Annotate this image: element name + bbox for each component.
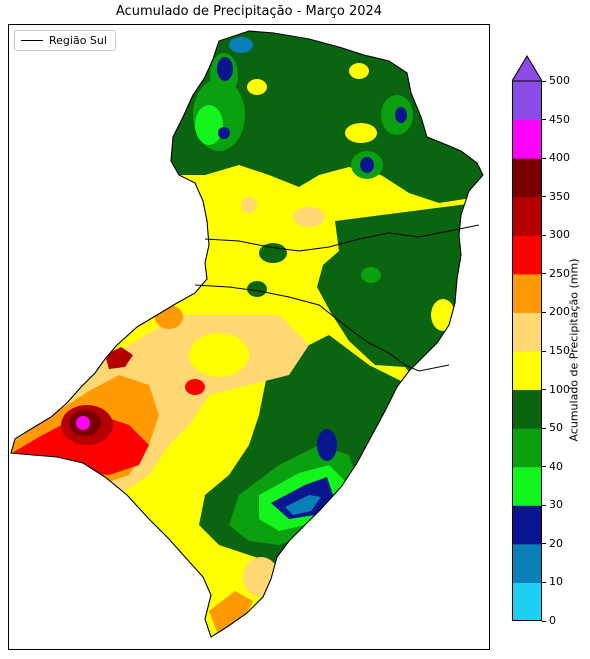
colorbar-segment [512, 158, 542, 198]
colorbar-tick-label: 350 [542, 190, 570, 203]
colorbar-segment [512, 273, 542, 313]
colorbar-tick-label: 50 [542, 422, 563, 434]
border-sc-rs [194, 284, 450, 372]
colorbar-segment [512, 582, 542, 621]
border-pr-sc [204, 224, 480, 252]
map-panel [8, 24, 490, 650]
colorbar-tick-label: 10 [542, 576, 563, 588]
colorbar-segment [512, 196, 542, 236]
colorbar-tick-label: 40 [542, 460, 563, 473]
precipitation-field [11, 31, 483, 637]
colorbar-tick-label: 400 [542, 152, 570, 164]
legend-line-swatch [21, 40, 43, 41]
colorbar-segment [512, 389, 542, 429]
colorbar-label: Acumulado de Precipitação (mm) [567, 258, 581, 442]
legend-label: Região Sul [49, 34, 107, 47]
colorbar-tick-label: 500 [542, 75, 570, 87]
colorbar-segment [512, 428, 542, 468]
colorbar-segment [512, 466, 542, 506]
colorbar-segment [512, 505, 542, 545]
colorbar-segment [512, 351, 542, 391]
colorbar-tick-label: 20 [542, 537, 563, 550]
colorbar-tick-label: 300 [542, 229, 570, 241]
colorbar-tick-label: 0 [542, 615, 556, 627]
precipitation-map [10, 30, 484, 638]
colorbar [512, 55, 542, 621]
colorbar-tick-label: 150 [542, 345, 570, 357]
colorbar-segment [512, 81, 542, 121]
colorbar-tick-label: 250 [542, 267, 570, 280]
colorbar-segment [512, 543, 542, 583]
colorbar-ticks: 0 10 20 30 40 50 100 150 200 250 300 350 400 450 500 [542, 0, 582, 659]
map-legend: Região Sul [14, 30, 116, 51]
colorbar-tick-label: 100 [542, 383, 570, 396]
colorbar-tick-label: 200 [542, 306, 570, 318]
colorbar-segment [512, 119, 542, 159]
colorbar-segment [512, 235, 542, 275]
colorbar-segment [512, 312, 542, 352]
colorbar-tick-label: 30 [542, 499, 563, 511]
map-title: Acumulado de Precipitação - Março 2024 [115, 4, 383, 19]
colorbar-tick-label: 450 [542, 113, 570, 126]
colorbar-extend-arrow [512, 55, 542, 82]
